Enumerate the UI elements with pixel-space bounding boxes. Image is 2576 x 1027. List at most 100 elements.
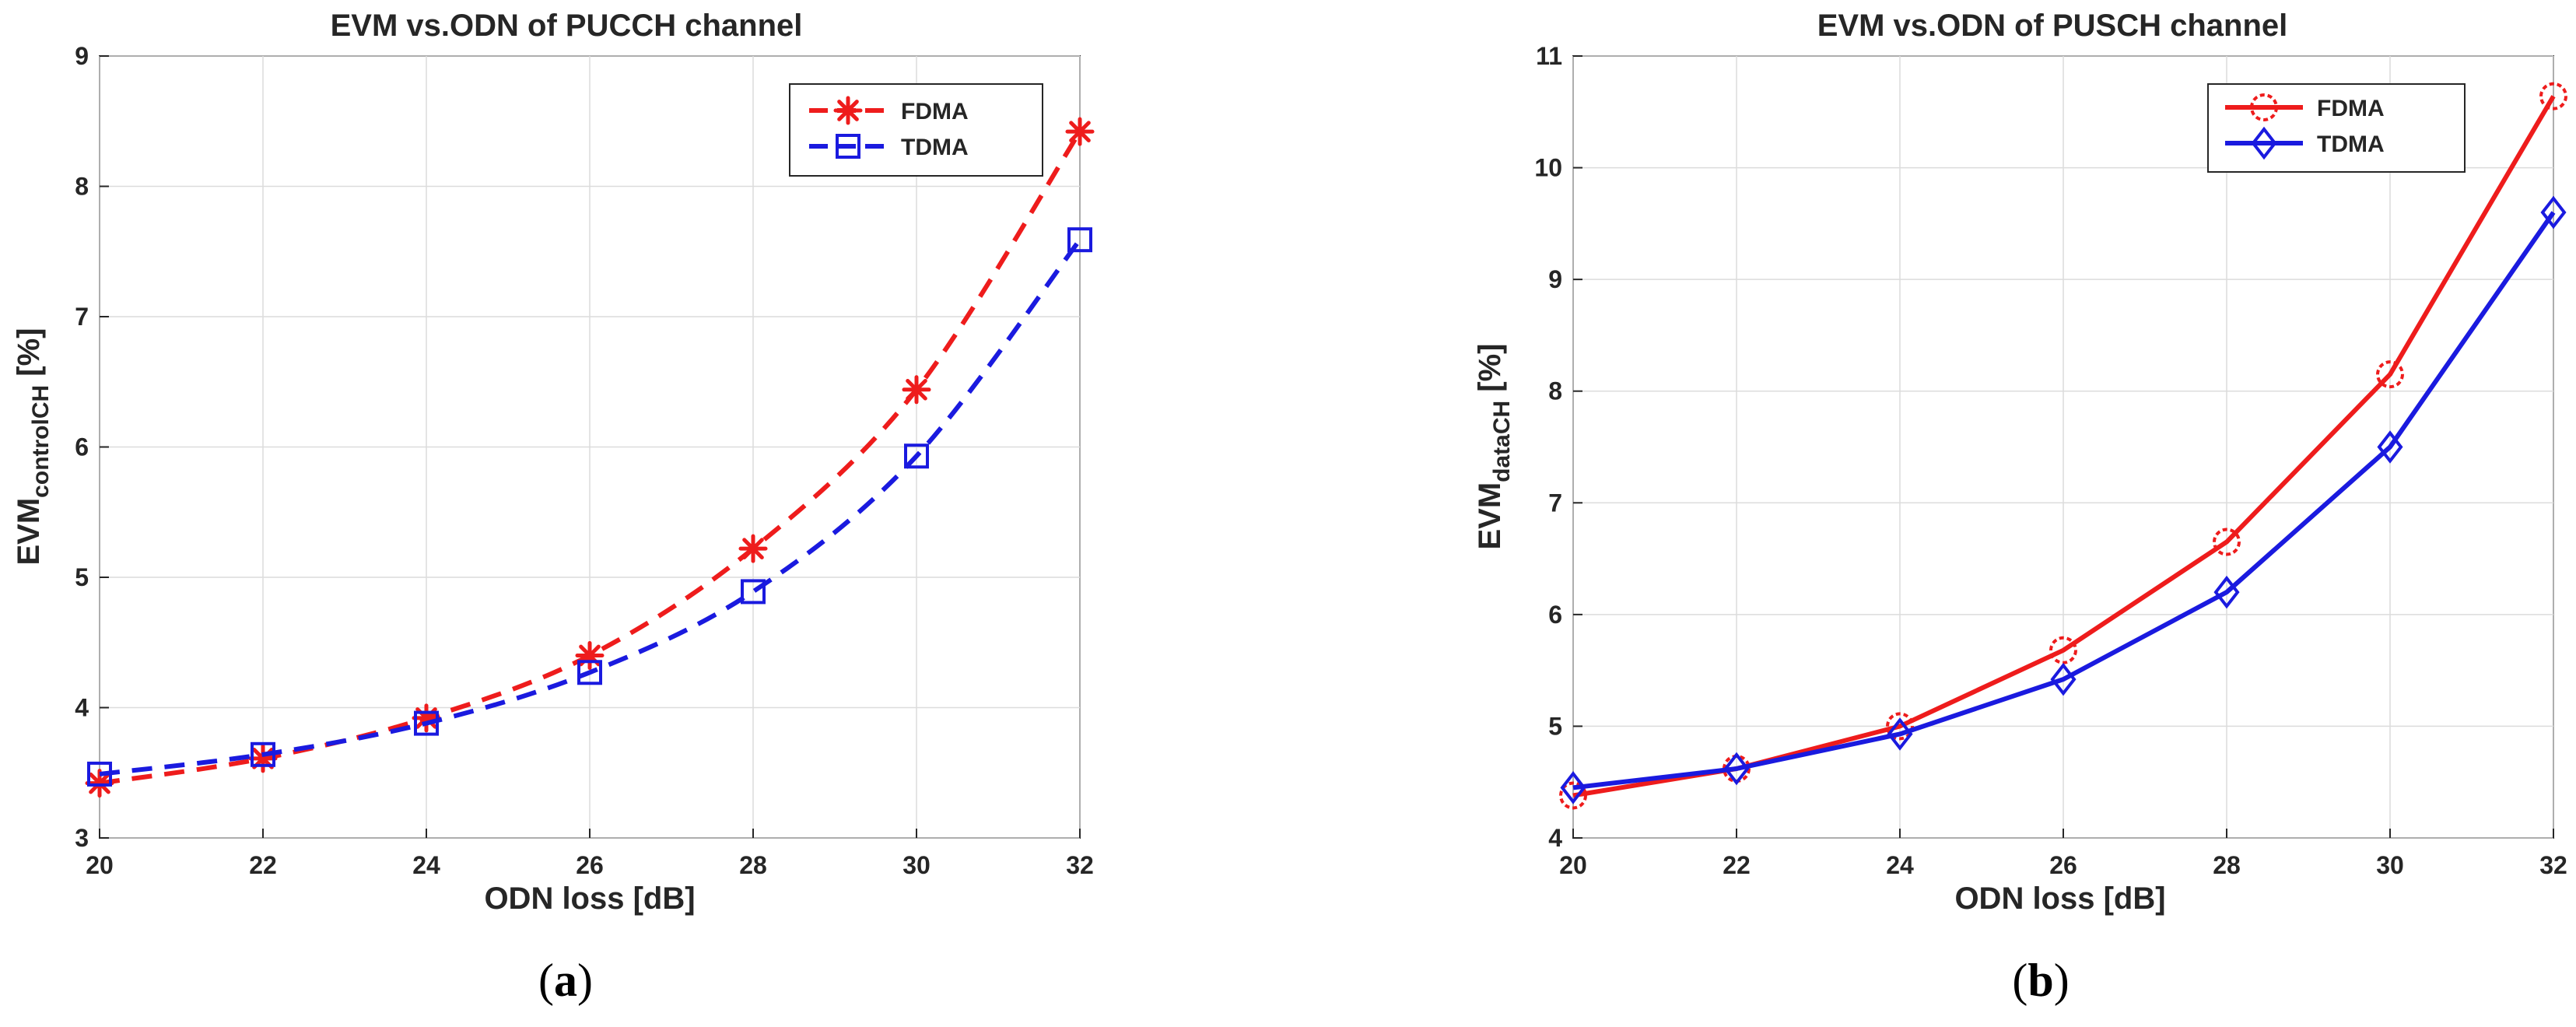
chart-b-point-fdma — [2213, 528, 2241, 556]
chart-a-caption-letter: a — [554, 955, 577, 1006]
chart-b-point-tdma — [1560, 771, 1586, 804]
chart-a-point-tdma — [741, 579, 766, 605]
chart-a-series-line-tdma — [99, 238, 1082, 776]
chart-a-legend: FDMA TDMA — [789, 83, 1043, 177]
chart-a-point-fdma — [575, 641, 605, 670]
chart-b-x-axis-label: ODN loss [dB] — [1954, 882, 2165, 916]
chart-a-point-fdma — [248, 744, 278, 773]
chart-a-caption-close: ) — [577, 955, 593, 1006]
chart-b-y-tick-label: 9 — [1548, 265, 1562, 293]
chart-a-x-tick-label: 28 — [739, 851, 767, 879]
chart-a-caption-open: ( — [538, 955, 554, 1006]
chart-b-point-fdma — [2049, 636, 2077, 664]
chart-a-point-fdma — [902, 375, 931, 405]
chart-a-legend-label-fdma: FDMA — [901, 99, 969, 124]
chart-a-y-axis-label-sub: controlCH — [28, 385, 54, 498]
chart-b-point-tdma — [2050, 662, 2077, 696]
panel-a: EVM vs.ODN of PUCCH channel 20 22 24 26 28 30… — [12, 9, 1095, 1006]
chart-b-x-tick-label: 28 — [2213, 851, 2241, 879]
chart-a-y-axis-label-main: EVM — [12, 498, 46, 566]
chart-b-y-tick-label: 6 — [1548, 601, 1562, 629]
chart-b-y-tick-label: 10 — [1534, 154, 1562, 182]
chart-b-caption-open: ( — [2012, 955, 2028, 1006]
chart-a-x-axis-label: ODN loss [dB] — [484, 882, 695, 916]
chart-b-point-tdma — [2540, 195, 2567, 230]
chart-a-x-tick-label: 30 — [902, 851, 931, 879]
chart-a-point-tdma — [1067, 227, 1092, 253]
chart-b-point-fdma — [1559, 781, 1587, 810]
chart-b-point-tdma — [1723, 752, 1750, 786]
chart-a-x-tick-label: 32 — [1066, 851, 1094, 879]
chart-b-x-ticks: 20 22 24 26 28 30 32 — [1559, 829, 2567, 879]
panel-b: EVM vs.ODN of PUSCH channel 20 22 24 26 28 30… — [1473, 9, 2567, 1006]
chart-a-point-fdma — [85, 769, 114, 798]
chart-a-point-tdma — [414, 710, 439, 736]
chart-a-y-axis-label: EVMcontrolCH [%] — [12, 328, 54, 565]
chart-b-y-axis-label-unit: [%] — [1473, 343, 1507, 400]
chart-b-y-tick-label: 7 — [1548, 489, 1562, 517]
chart-b-x-tick-label: 32 — [2539, 851, 2567, 879]
chart-a-x-tick-label: 26 — [576, 851, 604, 879]
chart-a-y-tick-label: 6 — [75, 433, 89, 461]
chart-b-y-tick-label: 5 — [1548, 712, 1562, 740]
chart-b-y-axis-label-main: EVM — [1473, 482, 1507, 550]
chart-b-y-axis-label-sub: dataCH — [1489, 401, 1515, 482]
chart-a-x-ticks: 20 22 24 26 28 30 32 — [86, 829, 1094, 879]
chart-a-x-tick-label: 24 — [412, 851, 440, 879]
chart-b-legend: FDMA TDMA — [2207, 83, 2466, 173]
chart-b-point-fdma — [2539, 82, 2567, 110]
chart-b-y-ticks: 4 5 6 7 8 9 10 11 — [1534, 42, 1582, 852]
chart-a-legend-box — [789, 83, 1043, 177]
chart-a-x-tick-label: 22 — [249, 851, 277, 879]
chart-a-y-tick-label: 3 — [75, 824, 89, 852]
chart-b-x-tick-label: 22 — [1723, 851, 1751, 879]
chart-a-legend-marker-fdma — [833, 96, 863, 125]
chart-a-point-tdma — [577, 660, 602, 685]
chart-b-legend-entries: FDMA TDMA — [2225, 93, 2385, 160]
chart-a-series — [85, 117, 1095, 798]
chart-a-title: EVM vs.ODN of PUCCH channel — [331, 9, 803, 43]
chart-a-y-tick-label: 9 — [75, 42, 89, 70]
chart-a-point-tdma — [904, 443, 929, 469]
chart-b-point-fdma — [1886, 712, 1914, 741]
chart-b-x-tick-label: 26 — [2049, 851, 2077, 879]
chart-b-point-tdma — [2213, 575, 2240, 609]
chart-b-series — [1559, 82, 2567, 810]
chart-b-y-axis-label: EVMdataCH [%] — [1473, 343, 1515, 549]
chart-b-point-tdma — [1887, 717, 1913, 751]
chart-b-caption-letter: b — [2028, 955, 2053, 1006]
chart-b-legend-box — [2207, 83, 2466, 173]
chart-b-point-fdma — [2376, 360, 2404, 389]
chart-a-y-axis-label-unit: [%] — [12, 328, 46, 384]
chart-b-legend-label-tdma: TDMA — [2317, 131, 2385, 157]
chart-b-title: EVM vs.ODN of PUSCH channel — [1817, 9, 2288, 43]
chart-a-legend-label-tdma: TDMA — [901, 135, 969, 160]
chart-a-point-tdma — [251, 741, 275, 767]
chart-a-point-fdma — [1065, 117, 1095, 146]
chart-a-y-tick-label: 5 — [75, 563, 89, 591]
chart-b-y-tick-label: 11 — [1536, 42, 1562, 70]
chart-a-point-fdma — [412, 703, 441, 733]
chart-b-y-tick-label: 4 — [1548, 824, 1562, 852]
chart-a-y-tick-label: 8 — [75, 173, 89, 201]
chart-b-legend-label-fdma: FDMA — [2317, 96, 2385, 121]
chart-b-legend-marker-tdma — [2251, 126, 2277, 160]
chart-b-y-tick-label: 8 — [1548, 377, 1562, 405]
chart-a-point-fdma — [738, 534, 768, 563]
chart-b-caption-close: ) — [2054, 955, 2070, 1006]
chart-a-x-tick-label: 20 — [86, 851, 114, 879]
chart-a-y-tick-label: 7 — [75, 303, 89, 331]
chart-a-legend-marker-tdma — [836, 134, 860, 159]
chart-b-legend-marker-fdma — [2250, 93, 2278, 121]
chart-a-legend-entries: FDMA TDMA — [809, 96, 969, 160]
chart-a-point-tdma — [87, 761, 112, 787]
chart-a-y-ticks: 3 4 5 6 7 8 9 — [75, 42, 109, 852]
chart-b-series-line-tdma — [1572, 211, 2556, 790]
chart-b-x-tick-label: 20 — [1559, 851, 1587, 879]
chart-b-x-tick-label: 30 — [2376, 851, 2404, 879]
chart-b-point-tdma — [2377, 430, 2403, 464]
chart-b-x-tick-label: 24 — [1886, 851, 1914, 879]
chart-a-y-tick-label: 4 — [75, 694, 89, 722]
chart-b-caption: (b) — [2012, 955, 2069, 1006]
